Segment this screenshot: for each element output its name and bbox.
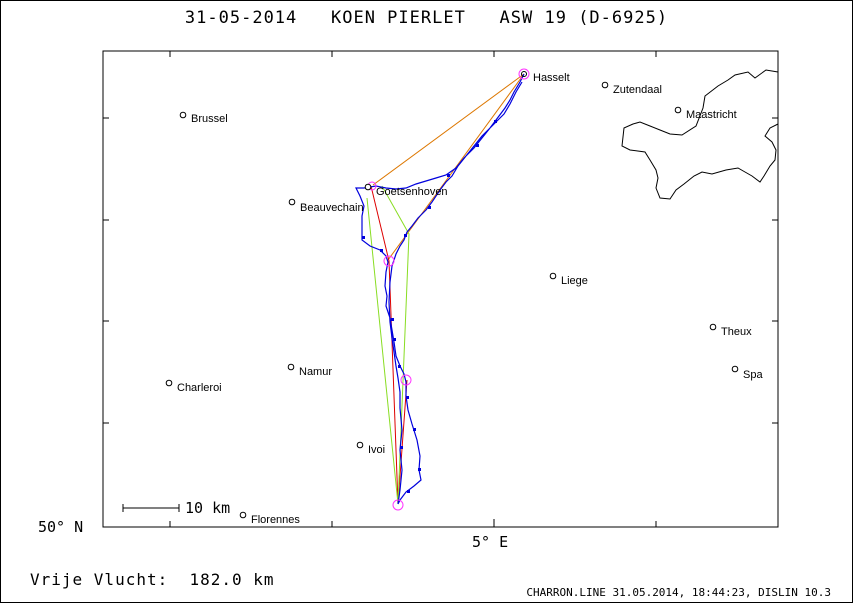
hasselt-marker-icon [521,71,527,77]
flight-date: 31-05-2014 [184,8,298,28]
file-info: CHARRON.LINE 31.05.2014, 18:44:23, DISLI… [526,586,831,599]
scale-label: 10 km [185,499,230,517]
scale-bar [122,504,180,512]
glider-type: ASW 19 (D-6925) [499,8,669,28]
task-leg-orange [372,73,525,261]
liege-circle-icon [549,272,557,280]
label-zutendaal: Zutendaal [613,84,662,96]
town-markers [165,81,739,519]
track-fixes [362,120,497,493]
namur-circle-icon [287,363,295,371]
label-charleroi: Charleroi [177,382,222,394]
gps-track [355,73,525,505]
label-theux: Theux [721,326,752,338]
turnpoint-start-icon [392,499,404,511]
distance-label: Vrije Vlucht: [30,570,169,589]
label-hasselt: Hasselt [533,72,570,84]
label-brussel: Brussel [191,113,228,125]
label-liege: Liege [561,275,588,287]
task-leg-green [366,185,410,505]
label-ivoi: Ivoi [368,444,385,456]
axis-ticks [103,51,778,527]
label-beauvechain: Beauvechain [300,202,364,214]
label-namur: Namur [299,366,332,378]
label-goetsenhoven: Goetsenhoven [376,186,448,198]
flight-title: 31-05-2014 KOEN PIERLET ASW 19 (D-6925) [0,8,853,28]
label-florennes: Florennes [251,514,300,526]
task-leg-red [370,185,408,505]
spa-circle-icon [731,365,739,373]
maastricht-circle-icon [674,106,682,114]
florennes-circle-icon [239,511,247,519]
pilot-name: KOEN PIERLET [331,8,466,28]
turnpoint-hasselt-icon [518,68,530,80]
zutendaal-circle-icon [601,81,609,89]
distance-value: 182.0 km [189,570,275,589]
turnpoint-3-icon [383,255,395,267]
brussel-circle-icon [179,111,187,119]
beauvechain-circle-icon [288,198,296,206]
task-lines [366,73,525,505]
latitude-label: 50° N [38,518,83,536]
goetsenhoven-circle-icon [364,183,372,191]
distance-readout: Vrije Vlucht: 182.0 km [30,570,275,589]
turnpoints [367,68,530,511]
map-frame [102,50,779,528]
charleroi-circle-icon [165,379,173,387]
label-spa: Spa [743,369,763,381]
turnpoint-4-icon [400,374,412,386]
ivoi-circle-icon [356,441,364,449]
label-maastricht: Maastricht [686,109,737,121]
theux-circle-icon [709,323,717,331]
country-border [621,69,779,200]
longitude-label: 5° E [472,533,508,551]
